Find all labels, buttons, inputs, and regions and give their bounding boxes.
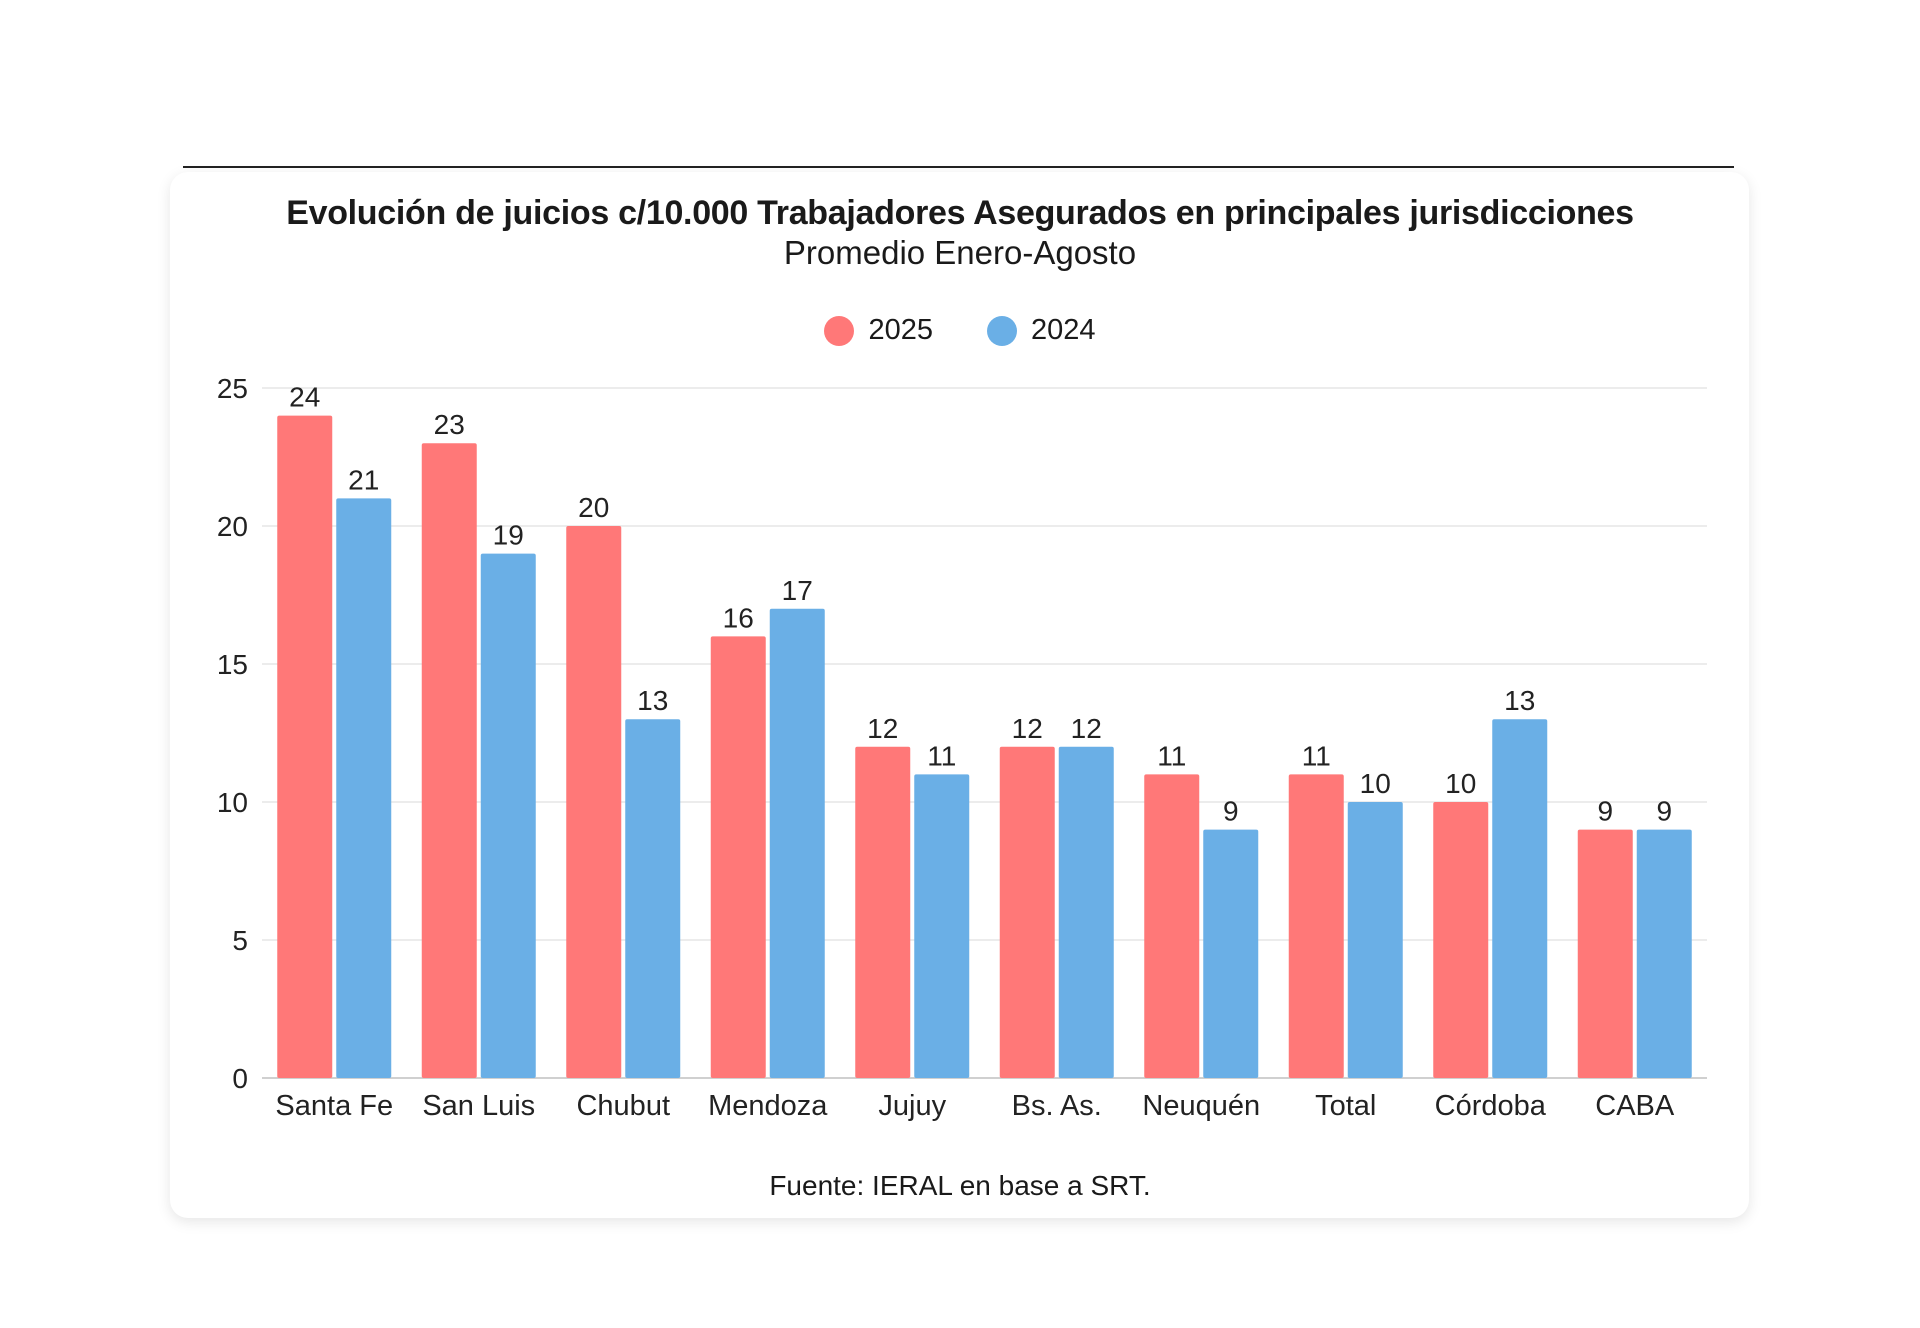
bar-2025: [1288, 774, 1344, 1078]
bar-2024: [336, 498, 392, 1078]
bar-2025: [421, 443, 477, 1078]
data-label-2024: 13: [1504, 685, 1535, 716]
bar-2025: [999, 746, 1055, 1078]
x-tick-label: Jujuy: [878, 1090, 946, 1122]
x-tick-label: Córdoba: [1435, 1090, 1547, 1122]
x-tick-label: Total: [1315, 1090, 1376, 1122]
data-label-2025: 10: [1445, 768, 1476, 799]
bar-2025: [855, 746, 911, 1078]
data-label-2025: 12: [1012, 713, 1043, 744]
bar-2024: [625, 719, 681, 1078]
chart-title: Evolución de juicios c/10.000 Trabajador…: [286, 194, 1634, 232]
bar-2025: [277, 415, 333, 1079]
legend-item-2025: 2025: [824, 314, 933, 347]
data-label-2024: 10: [1360, 768, 1391, 799]
data-label-2025: 12: [867, 713, 898, 744]
bar-2024: [480, 553, 536, 1078]
bar-2024: [914, 774, 970, 1078]
data-label-2025: 16: [723, 602, 754, 633]
legend-dot-2025: [824, 315, 855, 346]
bar-2024: [1203, 829, 1259, 1078]
bar-2025: [566, 526, 622, 1078]
x-tick-label: Bs. As.: [1012, 1090, 1102, 1122]
data-label-2024: 19: [493, 520, 524, 551]
y-tick-label: 10: [217, 787, 248, 818]
data-label-2024: 9: [1656, 796, 1672, 827]
data-label-2024: 13: [637, 685, 668, 716]
data-label-2024: 11: [927, 740, 956, 771]
x-tick-label: San Luis: [422, 1090, 535, 1122]
data-label-2025: 23: [434, 409, 465, 440]
data-label-2025: 11: [1302, 740, 1331, 771]
y-tick-label: 0: [232, 1063, 248, 1094]
y-tick-label: 15: [217, 649, 248, 680]
data-label-2025: 24: [289, 382, 320, 413]
bar-2025: [1144, 774, 1200, 1078]
data-label-2025: 9: [1597, 796, 1613, 827]
bar-2024: [769, 608, 825, 1078]
bar-2025: [1577, 829, 1633, 1078]
x-tick-label: CABA: [1595, 1090, 1675, 1122]
legend-label-2025: 2025: [868, 314, 933, 346]
data-label-2025: 11: [1157, 740, 1186, 771]
legend-item-2024: 2024: [987, 314, 1096, 347]
bar-2024: [1492, 719, 1548, 1078]
data-label-2024: 21: [348, 464, 379, 495]
bar-2025: [1433, 802, 1489, 1078]
x-tick-label: Mendoza: [708, 1090, 828, 1122]
legend-label-2024: 2024: [1031, 314, 1096, 346]
data-label-2024: 9: [1223, 796, 1239, 827]
data-label-2024: 17: [782, 575, 813, 606]
bar-2024: [1636, 829, 1692, 1078]
legend-dot-2024: [987, 315, 1017, 346]
x-tick-label: Chubut: [576, 1090, 670, 1122]
legend: 2025 2024: [0, 314, 1920, 347]
bar-2024: [1058, 746, 1114, 1078]
y-tick-label: 25: [217, 373, 248, 404]
x-tick-label: Neuquén: [1142, 1090, 1260, 1122]
source-note: Fuente: IERAL en base a SRT.: [769, 1170, 1151, 1201]
top-rule: [183, 166, 1734, 168]
chart-subtitle: Promedio Enero-Agosto: [783, 234, 1137, 271]
bar-2024: [1347, 802, 1403, 1078]
x-tick-label: Santa Fe: [275, 1090, 393, 1122]
y-tick-label: 20: [217, 511, 248, 542]
bar-2025: [710, 636, 766, 1078]
y-tick-label: 5: [232, 925, 248, 956]
data-label-2024: 12: [1071, 713, 1102, 744]
data-label-2025: 20: [578, 492, 609, 523]
